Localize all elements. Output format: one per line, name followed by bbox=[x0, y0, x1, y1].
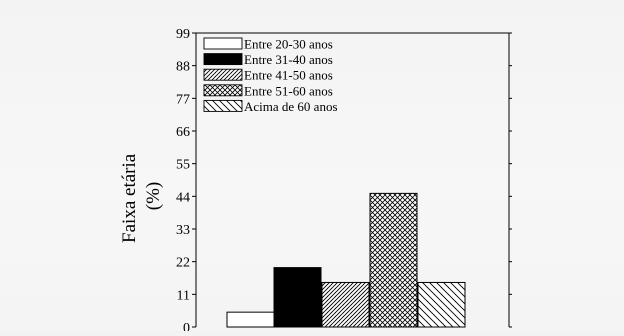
legend-label: Entre 31-40 anos bbox=[244, 52, 333, 67]
bar bbox=[321, 281, 370, 328]
plot-frame bbox=[195, 32, 510, 327]
bar bbox=[273, 267, 322, 328]
legend-label: Entre 20-30 anos bbox=[244, 37, 333, 52]
y-axis-ticks: 0 11 22 33 44 55 66 77 88 99 bbox=[176, 27, 512, 336]
legend-swatch bbox=[203, 99, 243, 112]
y-tick-label: 0 bbox=[183, 321, 190, 331]
bar bbox=[369, 192, 418, 328]
y-axis-label-line-2: (%) bbox=[143, 182, 164, 210]
y-tick-label: 77 bbox=[176, 92, 190, 107]
legend-swatch bbox=[203, 37, 243, 50]
y-tick-label: 11 bbox=[177, 288, 190, 303]
y-axis-label-line-1: Faixa etária bbox=[119, 153, 140, 243]
y-tick-label: 99 bbox=[176, 27, 190, 42]
legend-swatch bbox=[203, 68, 243, 81]
bar bbox=[417, 281, 466, 328]
y-tick-label: 66 bbox=[176, 125, 190, 140]
y-tick-label: 33 bbox=[176, 223, 190, 238]
y-axis-label: Faixa etária (%) bbox=[119, 149, 164, 243]
y-tick-label: 22 bbox=[176, 256, 190, 271]
bar bbox=[226, 311, 275, 328]
legend-label: Entre 41-50 anos bbox=[244, 68, 333, 83]
y-tick-label: 55 bbox=[176, 158, 190, 173]
y-tick-label: 44 bbox=[176, 190, 190, 205]
legend-swatch bbox=[203, 53, 243, 66]
bars bbox=[226, 192, 466, 328]
y-tick-label: 88 bbox=[176, 60, 190, 75]
legend-label: Acima de 60 anos bbox=[244, 99, 338, 114]
legend-swatch bbox=[203, 84, 243, 97]
legend-label: Entre 51-60 anos bbox=[244, 83, 333, 98]
